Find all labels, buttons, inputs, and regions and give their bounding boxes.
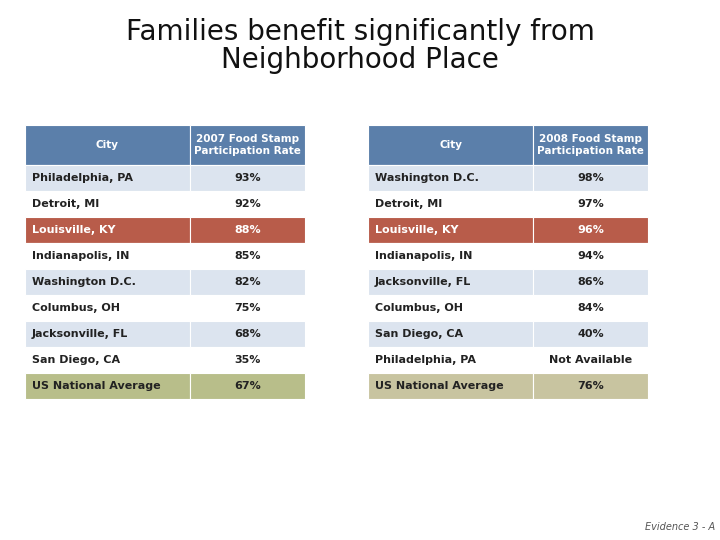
Bar [190, 217, 305, 243]
Text: 93%: 93% [234, 173, 261, 183]
Text: Indianapolis, IN: Indianapolis, IN [32, 251, 130, 261]
Bar [25, 347, 190, 373]
Bar [368, 347, 533, 373]
Bar [25, 217, 190, 243]
Bar [533, 125, 648, 165]
Text: Washington D.C.: Washington D.C. [32, 277, 136, 287]
Bar [25, 243, 190, 269]
Bar [190, 191, 305, 217]
Text: Columbus, OH: Columbus, OH [375, 303, 463, 313]
Text: Jacksonville, FL: Jacksonville, FL [375, 277, 472, 287]
Bar [25, 125, 190, 165]
Text: 84%: 84% [577, 303, 604, 313]
Text: Jacksonville, FL: Jacksonville, FL [32, 329, 128, 339]
Bar [533, 347, 648, 373]
Text: Columbus, OH: Columbus, OH [32, 303, 120, 313]
Text: City: City [96, 140, 119, 150]
Bar [368, 269, 533, 295]
Text: San Diego, CA: San Diego, CA [375, 329, 463, 339]
Text: San Diego, CA: San Diego, CA [32, 355, 120, 365]
Bar [25, 191, 190, 217]
Text: City: City [439, 140, 462, 150]
Text: Families benefit significantly from: Families benefit significantly from [125, 18, 595, 46]
Text: Evidence 3 - A: Evidence 3 - A [645, 522, 715, 532]
Bar [190, 295, 305, 321]
Bar [368, 217, 533, 243]
Bar [533, 295, 648, 321]
Bar [533, 165, 648, 191]
Text: US National Average: US National Average [32, 381, 161, 391]
Text: 82%: 82% [234, 277, 261, 287]
Text: 97%: 97% [577, 199, 604, 209]
Text: 76%: 76% [577, 381, 604, 391]
Bar [368, 243, 533, 269]
Text: US National Average: US National Average [375, 381, 503, 391]
Text: 40%: 40% [577, 329, 604, 339]
Bar [533, 269, 648, 295]
Bar [368, 373, 533, 399]
Text: 92%: 92% [234, 199, 261, 209]
Bar [25, 295, 190, 321]
Text: Detroit, MI: Detroit, MI [32, 199, 99, 209]
Text: 96%: 96% [577, 225, 604, 235]
Bar [25, 165, 190, 191]
Text: Indianapolis, IN: Indianapolis, IN [375, 251, 472, 261]
Text: Neighborhood Place: Neighborhood Place [221, 46, 499, 74]
Bar [190, 165, 305, 191]
Bar [190, 321, 305, 347]
Text: 85%: 85% [234, 251, 261, 261]
Bar [190, 347, 305, 373]
Bar [533, 191, 648, 217]
Text: 94%: 94% [577, 251, 604, 261]
Bar [368, 321, 533, 347]
Text: 86%: 86% [577, 277, 604, 287]
Text: Philadelphia, PA: Philadelphia, PA [375, 355, 476, 365]
Bar [533, 321, 648, 347]
Text: 2008 Food Stamp
Participation Rate: 2008 Food Stamp Participation Rate [537, 134, 644, 156]
Bar [190, 125, 305, 165]
Text: 88%: 88% [234, 225, 261, 235]
Text: 35%: 35% [234, 355, 261, 365]
Bar [25, 373, 190, 399]
Text: 68%: 68% [234, 329, 261, 339]
Text: Not Available: Not Available [549, 355, 632, 365]
Bar [25, 269, 190, 295]
Bar [190, 243, 305, 269]
Bar [533, 373, 648, 399]
Text: Detroit, MI: Detroit, MI [375, 199, 442, 209]
Bar [533, 243, 648, 269]
Text: Philadelphia, PA: Philadelphia, PA [32, 173, 133, 183]
Bar [368, 125, 533, 165]
Text: Louisville, KY: Louisville, KY [375, 225, 459, 235]
Text: 2007 Food Stamp
Participation Rate: 2007 Food Stamp Participation Rate [194, 134, 301, 156]
Text: 67%: 67% [234, 381, 261, 391]
Text: Washington D.C.: Washington D.C. [375, 173, 479, 183]
Bar [190, 269, 305, 295]
Text: Louisville, KY: Louisville, KY [32, 225, 115, 235]
Bar [368, 295, 533, 321]
Bar [533, 217, 648, 243]
Text: 75%: 75% [234, 303, 261, 313]
Text: 98%: 98% [577, 173, 604, 183]
Bar [368, 191, 533, 217]
Bar [368, 165, 533, 191]
Bar [25, 321, 190, 347]
Bar [190, 373, 305, 399]
